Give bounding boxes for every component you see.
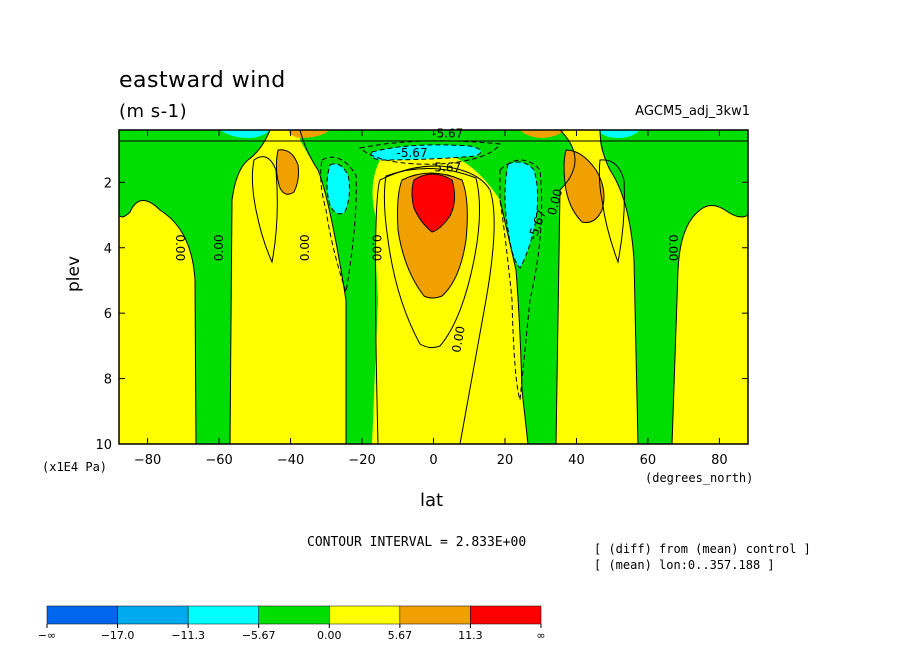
contour-pos-1 [397,172,468,299]
colorbar-swatch [329,605,401,625]
run-label: AGCM5_adj_3kw1 [635,104,750,119]
colorbar-swatch [46,605,118,625]
contour-label-text: 0.00 [212,234,226,261]
colorbar-label: 5.67 [388,629,413,642]
x-tick-label: −40 [277,453,304,468]
note-diff: [ (diff) from (mean) control ] [594,542,811,556]
contour-label: 0.00 [545,187,565,216]
chart-title: eastward wind [119,68,286,93]
colorbar: −∞ −17.0 −11.3 −5.67 0.00 5.67 11.3 ∞ [38,605,546,642]
contour-zero-8 [671,205,748,444]
contour-pos-2 [411,173,456,233]
contour-pos-3 [383,168,481,349]
y-tick-label: 10 [95,438,112,453]
y-tick-label: 8 [104,373,112,388]
colorbar-swatch [258,605,330,625]
contour-zero-1 [119,200,197,444]
colorbar-label: 11.3 [458,629,483,642]
x-tick-label: 80 [711,453,728,468]
contour-neg-3 [326,163,350,215]
fill-green-south [119,130,270,444]
contour-label-text: -5.67 [432,126,463,140]
contour-neg-1 [504,161,539,269]
x-tick-label: −60 [205,453,232,468]
contour-lines-negative [320,140,543,401]
contour-label: 0.00 [212,234,226,261]
colorbar-label: 0.00 [317,629,342,642]
contour-label: 0.00 [173,234,187,261]
colorbar-label: −5.67 [242,629,276,642]
x-tick-label: −20 [348,453,375,468]
fill-green-north [600,130,748,444]
x-axis-label: lat [420,490,444,511]
y-tick-label: 2 [104,176,112,191]
contour-pos-7 [598,159,625,264]
colorbar-swatch [470,605,542,625]
y-axis-units: (x1E4 Pa) [42,460,108,474]
fill-red-core [412,174,455,232]
fill-cyan-south [327,163,350,214]
y-tick-label: 4 [104,242,112,257]
fill-orange-south [276,149,299,195]
contour-zero-7 [599,130,639,444]
x-tick-label: 40 [568,453,585,468]
x-tick-label: 20 [497,453,514,468]
colorbar-label: −11.3 [171,629,205,642]
contour-interval: CONTOUR INTERVAL = 2.833E+00 [307,535,527,550]
contour-label: -5.67 [432,126,463,140]
contour-pos-6 [251,156,278,264]
contour-label: 5.67 [434,161,461,175]
contour-pos-5 [275,149,299,195]
contour-label: 0.00 [369,234,383,261]
colorbar-swatch [117,605,189,625]
fill-cyan-polar-n [598,130,640,138]
contour-label: 0.00 [449,325,467,354]
colorbar-label: −∞ [38,629,56,642]
contour-label-text: 0.00 [545,187,565,216]
contour-neg-2 [499,159,543,401]
contour-neg-6 [358,140,501,165]
y-axis: 2 4 6 8 10 [95,176,748,453]
contour-pos-4 [563,149,605,223]
contour-label-text: 0.00 [449,325,467,354]
x-tick-label: −80 [134,453,161,468]
chart-units: (m s-1) [119,101,188,122]
y-tick-label: 6 [104,307,112,322]
fill-orange-top-left [288,130,330,138]
contour-label-text: 0.00 [369,234,383,261]
contour-label: -5.67 [397,146,428,160]
colorbar-label: ∞ [536,629,545,642]
colorbar-label: −17.0 [101,629,135,642]
contour-label: 0.00 [298,234,312,261]
colorbar-swatch [399,605,471,625]
x-tick-label: 0 [429,453,437,468]
filled-contours [119,130,748,444]
x-axis-units: (degrees_north) [645,471,754,485]
contour-label: 0.00 [666,234,680,261]
contour-zero-4 [374,165,495,444]
contour-zero-6 [555,130,576,444]
fill-orange-top-right [520,130,566,138]
note-mean: [ (mean) lon:0..357.188 ] [594,558,775,572]
contour-label-text: 0.00 [298,234,312,261]
contour-label-text: 0.00 [666,234,680,261]
fill-cyan-top [371,144,481,160]
contour-label-text: 5.67 [434,161,461,175]
contour-neg-5 [370,144,482,161]
contour-label-text: -5.67 [397,146,428,160]
contour-label-text: 0.00 [173,234,187,261]
fill-cyan-north [505,162,538,268]
fill-cyan-polar-s [220,130,270,138]
x-tick-label: 60 [640,453,657,468]
colorbar-swatch [187,605,259,625]
contour-labels: 0.00 0.00 0.00 0.00 0.000.000.00-5.67-5.67-5… [173,126,680,353]
x-axis: −80 −60 −40 −20 0 20 40 60 80 [134,130,728,468]
